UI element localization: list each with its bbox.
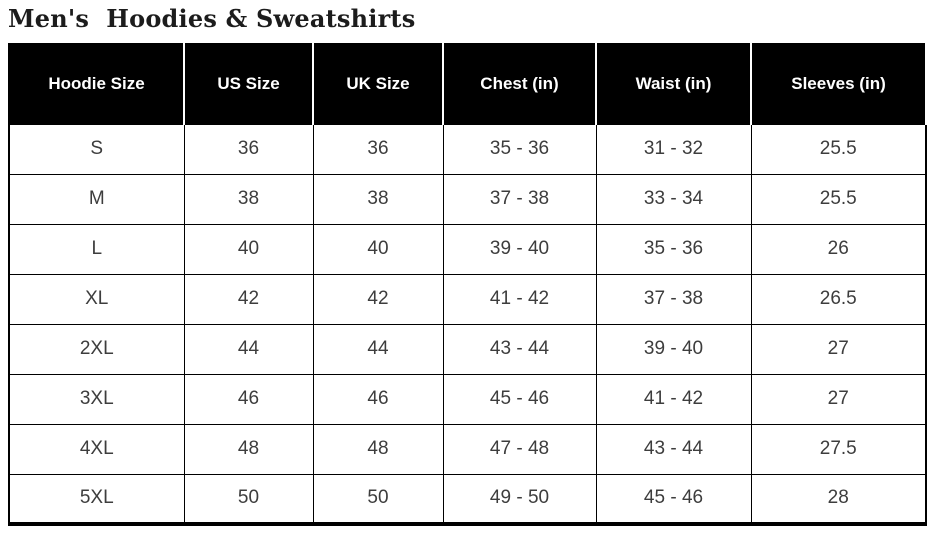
table-cell: 48 xyxy=(183,423,314,475)
table-cell: 5XL xyxy=(8,473,185,525)
column-header: Hoodie Size xyxy=(9,44,184,124)
table-cell: 3XL xyxy=(8,373,185,425)
table-cell: 50 xyxy=(312,473,444,525)
table-row: S 36 36 35 - 36 31 - 32 25.5 xyxy=(8,123,927,175)
table-cell: 36 xyxy=(312,123,444,175)
size-table-body: S 36 36 35 - 36 31 - 32 25.5 M 38 38 37 - 38 33 - … xyxy=(8,123,927,525)
column-header: UK Size xyxy=(312,44,443,124)
table-cell: 45 - 46 xyxy=(442,373,597,425)
table-cell: 50 xyxy=(183,473,314,525)
table-cell: 31 - 32 xyxy=(595,123,752,175)
table-cell: 46 xyxy=(183,373,314,425)
column-header: Chest (in) xyxy=(442,44,596,124)
table-cell: 37 - 38 xyxy=(595,273,752,325)
table-cell: 44 xyxy=(312,323,444,375)
table-cell: 33 - 34 xyxy=(595,173,752,225)
table-row: 5XL 50 50 49 - 50 45 - 46 28 xyxy=(8,473,927,525)
size-table: Hoodie Size US Size UK Size Chest (in) Waist… xyxy=(8,43,927,526)
page-title: Men's Hoodies & Sweatshirts xyxy=(8,4,416,33)
table-row: 4XL 48 48 47 - 48 43 - 44 27.5 xyxy=(8,423,927,475)
table-cell: 37 - 38 xyxy=(442,173,597,225)
table-cell: 25.5 xyxy=(750,123,927,175)
table-cell: 27 xyxy=(750,373,927,425)
table-cell: 26 xyxy=(750,223,927,275)
table-row: XL 42 42 41 - 42 37 - 38 26.5 xyxy=(8,273,927,325)
table-cell: 48 xyxy=(312,423,444,475)
table-cell: 41 - 42 xyxy=(595,373,752,425)
table-cell: 2XL xyxy=(8,323,185,375)
table-cell: 40 xyxy=(183,223,314,275)
table-cell: 42 xyxy=(312,273,444,325)
size-table-head: Hoodie Size US Size UK Size Chest (in) Waist… xyxy=(9,44,927,124)
column-header: Sleeves (in) xyxy=(750,44,927,124)
table-cell: 4XL xyxy=(8,423,185,475)
table-cell: XL xyxy=(8,273,185,325)
table-cell: 38 xyxy=(312,173,444,225)
table-row: L 40 40 39 - 40 35 - 36 26 xyxy=(8,223,927,275)
table-cell: 43 - 44 xyxy=(442,323,597,375)
table-cell: 39 - 40 xyxy=(595,323,752,375)
table-cell: 40 xyxy=(312,223,444,275)
table-row: 2XL 44 44 43 - 44 39 - 40 27 xyxy=(8,323,927,375)
table-cell: 27.5 xyxy=(750,423,927,475)
table-cell: 43 - 44 xyxy=(595,423,752,475)
table-cell: 26.5 xyxy=(750,273,927,325)
table-cell: 36 xyxy=(183,123,314,175)
table-cell: 49 - 50 xyxy=(442,473,597,525)
table-cell: 46 xyxy=(312,373,444,425)
table-cell: 44 xyxy=(183,323,314,375)
column-header: Waist (in) xyxy=(595,44,751,124)
table-cell: 27 xyxy=(750,323,927,375)
table-cell: 35 - 36 xyxy=(442,123,597,175)
table-cell: S xyxy=(8,123,185,175)
table-cell: 25.5 xyxy=(750,173,927,225)
table-cell: 45 - 46 xyxy=(595,473,752,525)
table-cell: 35 - 36 xyxy=(595,223,752,275)
table-cell: 39 - 40 xyxy=(442,223,597,275)
table-cell: L xyxy=(8,223,185,275)
table-row: M 38 38 37 - 38 33 - 34 25.5 xyxy=(8,173,927,225)
table-cell: 47 - 48 xyxy=(442,423,597,475)
table-cell: 28 xyxy=(750,473,927,525)
table-cell: 38 xyxy=(183,173,314,225)
table-cell: M xyxy=(8,173,185,225)
table-cell: 41 - 42 xyxy=(442,273,597,325)
table-cell: 42 xyxy=(183,273,314,325)
header-row: Hoodie Size US Size UK Size Chest (in) Waist… xyxy=(9,44,927,124)
table-row: 3XL 46 46 45 - 46 41 - 42 27 xyxy=(8,373,927,425)
column-header: US Size xyxy=(183,44,313,124)
